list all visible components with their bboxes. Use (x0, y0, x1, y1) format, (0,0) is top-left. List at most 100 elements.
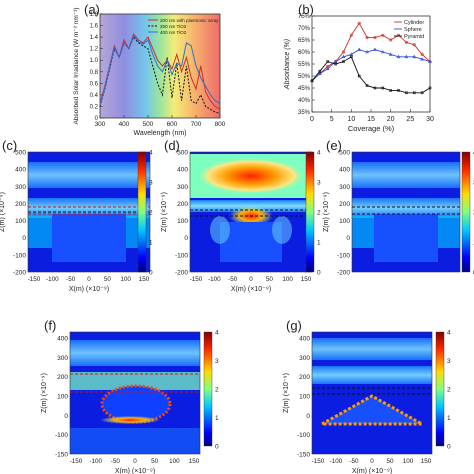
data-point-b (357, 47, 362, 51)
legend-entry-b: Cylinder (404, 20, 424, 26)
map-d-side-right (272, 216, 292, 244)
y-tick-label-a: 0.2 (90, 104, 99, 110)
map-g-y-tick: 100 (299, 394, 310, 401)
legend-entry-a: 400 nm TiO2 (160, 30, 187, 35)
y-tick-label-b: 75% (298, 14, 311, 20)
x-tick-label-a: 700 (191, 121, 202, 128)
y-tick-label-b: 65% (298, 38, 311, 44)
map-c-pillar (52, 214, 126, 262)
map-e-y-tick: 100 (339, 218, 350, 225)
map-g-y-tick: 300 (299, 355, 310, 362)
map-e-y-tick: -100 (337, 252, 350, 259)
map-d-x-tick: 0 (249, 276, 253, 283)
map-c-x-tick: 50 (104, 276, 112, 283)
map-f-x-tick: 100 (169, 458, 180, 465)
map-c-x-tick: -100 (46, 276, 59, 283)
map-f-colorbar-tick: 4 (215, 330, 219, 337)
x-tick-label-b: 15 (367, 116, 375, 123)
map-d-y-tick: -200 (175, 270, 188, 277)
map-f-colorbar-tick: 0 (215, 444, 219, 451)
map-g-pyramid (316, 394, 428, 426)
panel-label-b: (b) (298, 2, 314, 17)
map-e-y-tick: -200 (337, 270, 350, 277)
data-point-b (357, 21, 361, 25)
data-point-b (381, 33, 385, 37)
legend-entry-a: 200 nm TiO2 (160, 24, 187, 29)
data-point-b (388, 52, 393, 56)
map-d-y-tick: -100 (175, 252, 188, 259)
data-point-b (420, 52, 424, 56)
map-g-x-tick: -150 (312, 458, 325, 465)
map-c-colorbar-tick: 1 (149, 240, 153, 247)
map-d-side-left (210, 216, 230, 244)
map-g-substrate (312, 426, 432, 454)
data-point-b (365, 49, 369, 54)
y-tick-label-a: 0.4 (90, 93, 99, 99)
map-e-gap-right (438, 216, 460, 248)
map-e-frame (351, 151, 461, 273)
map-g-y-tick: -150 (297, 452, 310, 459)
x-tick-label-a: 400 (119, 121, 130, 128)
map-e-panel-label: (e) (326, 138, 342, 153)
map-f-colorbar-tick: 3 (215, 358, 219, 365)
panel-b: 0 5 10 15 20 25 30 35% 40% 45% 50% 55% 60% 65% 70% 75% C… (284, 2, 434, 133)
map-e-y-tick: 300 (339, 184, 350, 191)
map-f-y-tick: 0 (64, 413, 68, 420)
data-point-b (318, 69, 322, 73)
map-c-y-label: Z(m) (×10⁻⁹) (0, 192, 6, 232)
map-c-x-tick: 100 (120, 276, 131, 283)
map-d-x-tick: 100 (282, 276, 293, 283)
map-c-x-tick: 150 (139, 276, 150, 283)
map-d-colorbar (305, 151, 315, 273)
map-d-colorbar-tick: 4 (317, 150, 321, 157)
x-tick-label-b: 0 (310, 116, 314, 123)
legend-entry-b: Sphere (404, 27, 422, 33)
map-g-x-tick: -100 (330, 458, 343, 465)
map-c-band-upper (28, 162, 150, 188)
data-point-b (350, 55, 353, 59)
map-d-y-tick: 100 (177, 218, 188, 225)
map-f-frame (69, 331, 201, 455)
map-c-colorbar (137, 151, 147, 273)
data-point-b (380, 49, 385, 54)
map-d-pillar (220, 222, 282, 262)
map-c-colorbar-tick: 0 (149, 270, 153, 277)
map-c-y-tick: -100 (13, 252, 26, 259)
map-c-x-tick: 0 (87, 276, 91, 283)
map-c-y-tick: 500 (15, 150, 26, 157)
map-c-gap-left (28, 216, 52, 248)
map-d-x-tick: -50 (228, 276, 238, 283)
data-point-b (396, 54, 401, 59)
map-d-y-tick: 500 (177, 150, 188, 157)
map-f-x-tick: 50 (151, 458, 159, 465)
map-f-y-tick: 300 (57, 355, 68, 362)
map-d-panel-label: (d) (164, 138, 180, 153)
map-d-y-tick: 200 (177, 201, 188, 208)
map-c-x-tick: -150 (28, 276, 41, 283)
legend-entry-a: 200 nm with plasmonic array (160, 18, 219, 23)
map-d-x-tick: 50 (266, 276, 274, 283)
y-axis-label-b: Absorbance (%) (284, 39, 291, 90)
map-g-frame (311, 331, 433, 455)
map-d-y-tick: 0 (184, 235, 188, 242)
series-line-b-1 (311, 49, 431, 82)
map-e-pillar (374, 214, 438, 262)
map-f-band-mid (70, 372, 200, 390)
map-d-x-tick: 150 (301, 276, 312, 283)
data-point-b (342, 60, 345, 63)
map-e-gap-left (352, 216, 374, 248)
map-g-y-tick: 0 (306, 413, 310, 420)
data-point-b (357, 74, 361, 78)
map-f-x-tick: -100 (89, 458, 102, 465)
map-g-x-label: X(m) (×10⁻⁹) (352, 468, 392, 474)
y-tick-label-b: 40% (298, 98, 311, 104)
panel-a: 300 400 500 600 700 800 0 0.2 0.4 0.6 0.8 1.0 1.2 1.4… (73, 2, 226, 137)
map-d-hotspot-upper (197, 158, 305, 194)
map-f-colorbar (203, 331, 213, 447)
map-g-x-tick: -50 (349, 458, 359, 465)
map-g-y-tick: -100 (297, 432, 310, 439)
map-g-colorbar (435, 331, 445, 447)
map-g-colorbar-tick: 1 (447, 415, 451, 422)
map-g-x-tick: 100 (403, 458, 414, 465)
